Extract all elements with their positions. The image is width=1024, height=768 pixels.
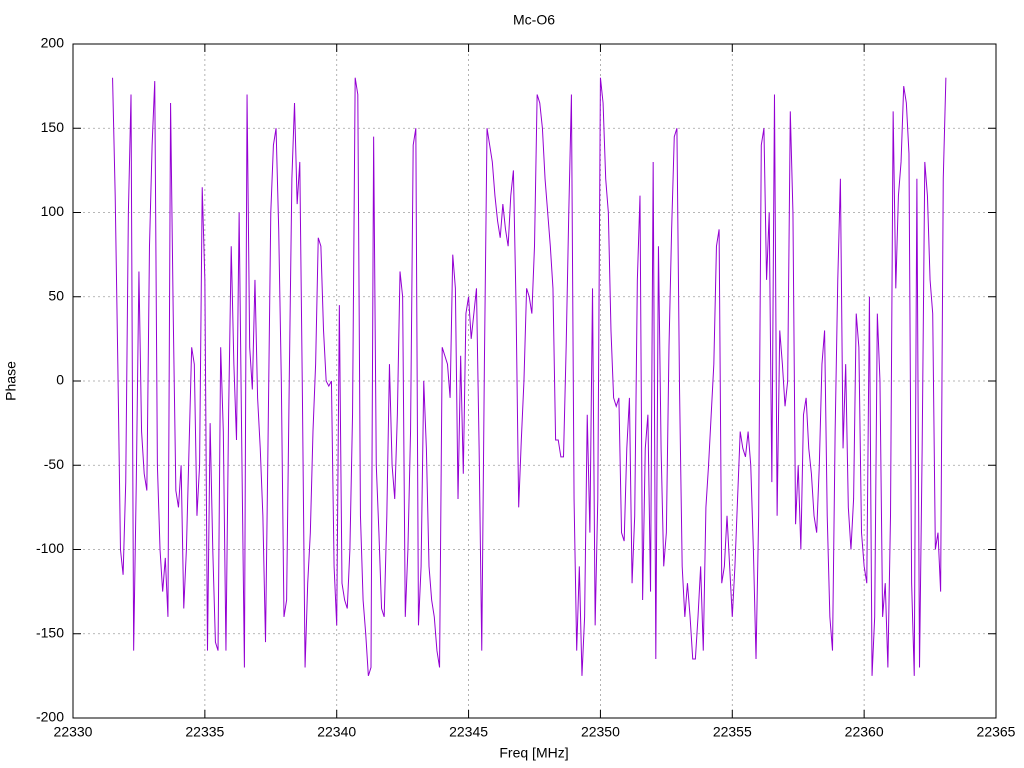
y-tick-label: -150 <box>36 624 64 640</box>
chart-title: Mc-O6 <box>513 12 555 28</box>
x-tick-label: 22350 <box>581 724 620 740</box>
x-tick-label: 22365 <box>977 724 1016 740</box>
x-tick-label: 22355 <box>713 724 752 740</box>
y-tick-label: 100 <box>41 203 65 219</box>
x-tick-label: 22340 <box>317 724 356 740</box>
y-axis-label: Phase <box>3 361 19 401</box>
x-tick-label: 22335 <box>185 724 224 740</box>
x-axis-label: Freq [MHz] <box>499 745 568 761</box>
y-tick-label: 50 <box>48 287 64 303</box>
x-tick-label: 22360 <box>845 724 884 740</box>
x-tick-label: 22345 <box>449 724 488 740</box>
y-tick-label: -100 <box>36 540 64 556</box>
data-line <box>112 77 947 677</box>
plot-border <box>72 43 997 719</box>
x-tick-label: 22330 <box>54 724 93 740</box>
y-tick-label: 0 <box>56 372 64 388</box>
y-tick-label: -200 <box>36 709 64 725</box>
y-tick-label: -50 <box>44 456 64 472</box>
y-tick-label: 150 <box>41 119 65 135</box>
y-tick-label: 200 <box>41 35 65 51</box>
